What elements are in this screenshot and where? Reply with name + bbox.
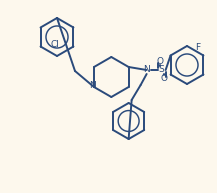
Text: F: F — [195, 43, 200, 52]
Text: N: N — [90, 81, 96, 91]
Text: Cl: Cl — [51, 40, 59, 49]
Text: N: N — [143, 65, 150, 74]
Text: S: S — [159, 65, 164, 74]
Text: O: O — [160, 74, 167, 84]
Text: O: O — [156, 57, 163, 65]
